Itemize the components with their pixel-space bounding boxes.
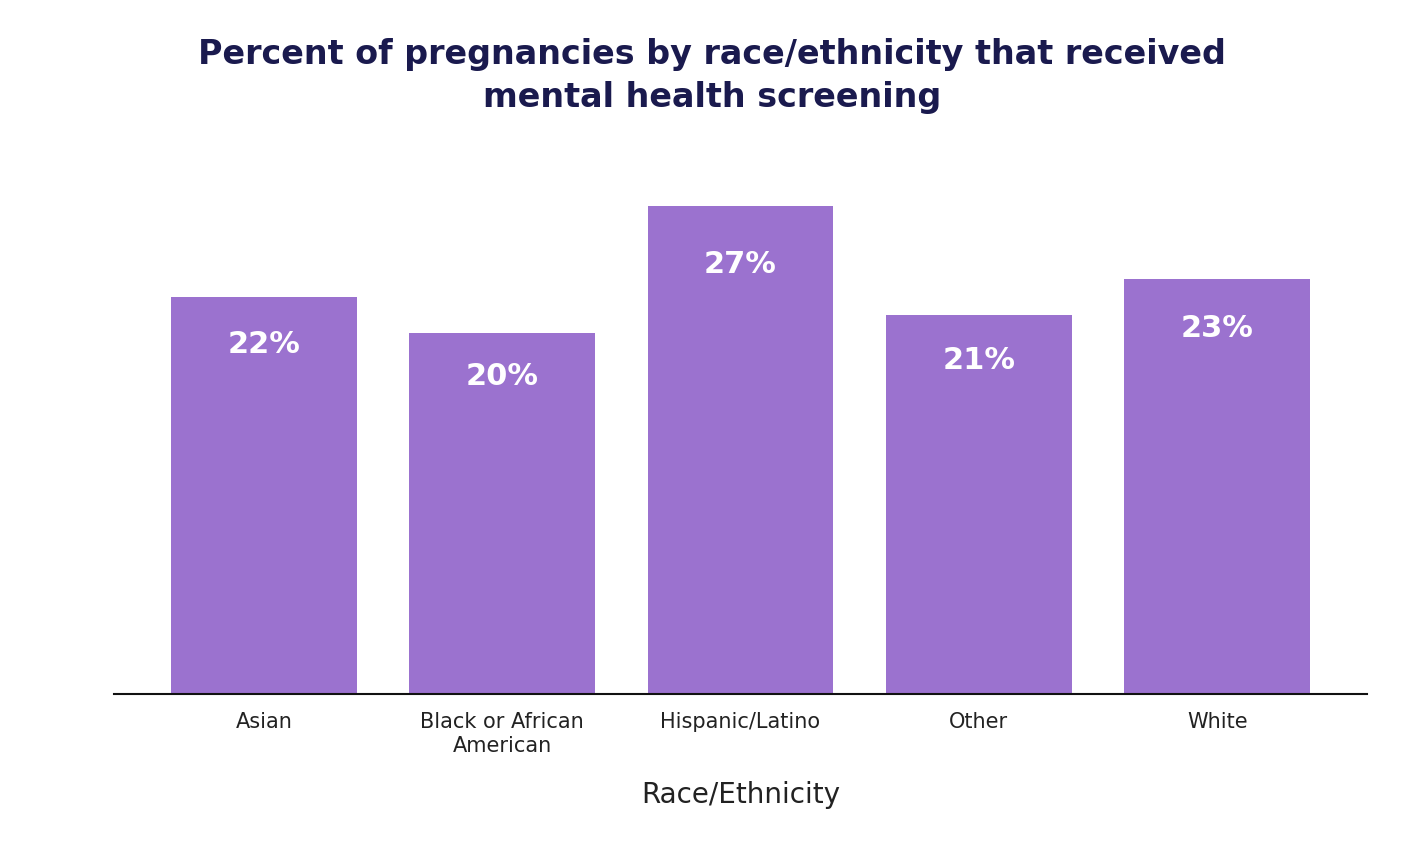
- Text: 27%: 27%: [703, 250, 778, 279]
- Bar: [171, 297, 357, 694]
- Text: 21%: 21%: [943, 346, 1015, 375]
- Text: 22%: 22%: [228, 330, 300, 359]
- Text: Percent of pregnancies by race/ethnicity that received
mental health screening: Percent of pregnancies by race/ethnicity…: [198, 38, 1226, 114]
- Text: 23%: 23%: [1180, 314, 1253, 343]
- Bar: [648, 206, 833, 694]
- Bar: [886, 315, 1072, 694]
- Bar: [409, 332, 595, 694]
- Text: 20%: 20%: [466, 361, 538, 391]
- Bar: [1124, 278, 1310, 694]
- X-axis label: Race/Ethnicity: Race/Ethnicity: [641, 781, 840, 809]
